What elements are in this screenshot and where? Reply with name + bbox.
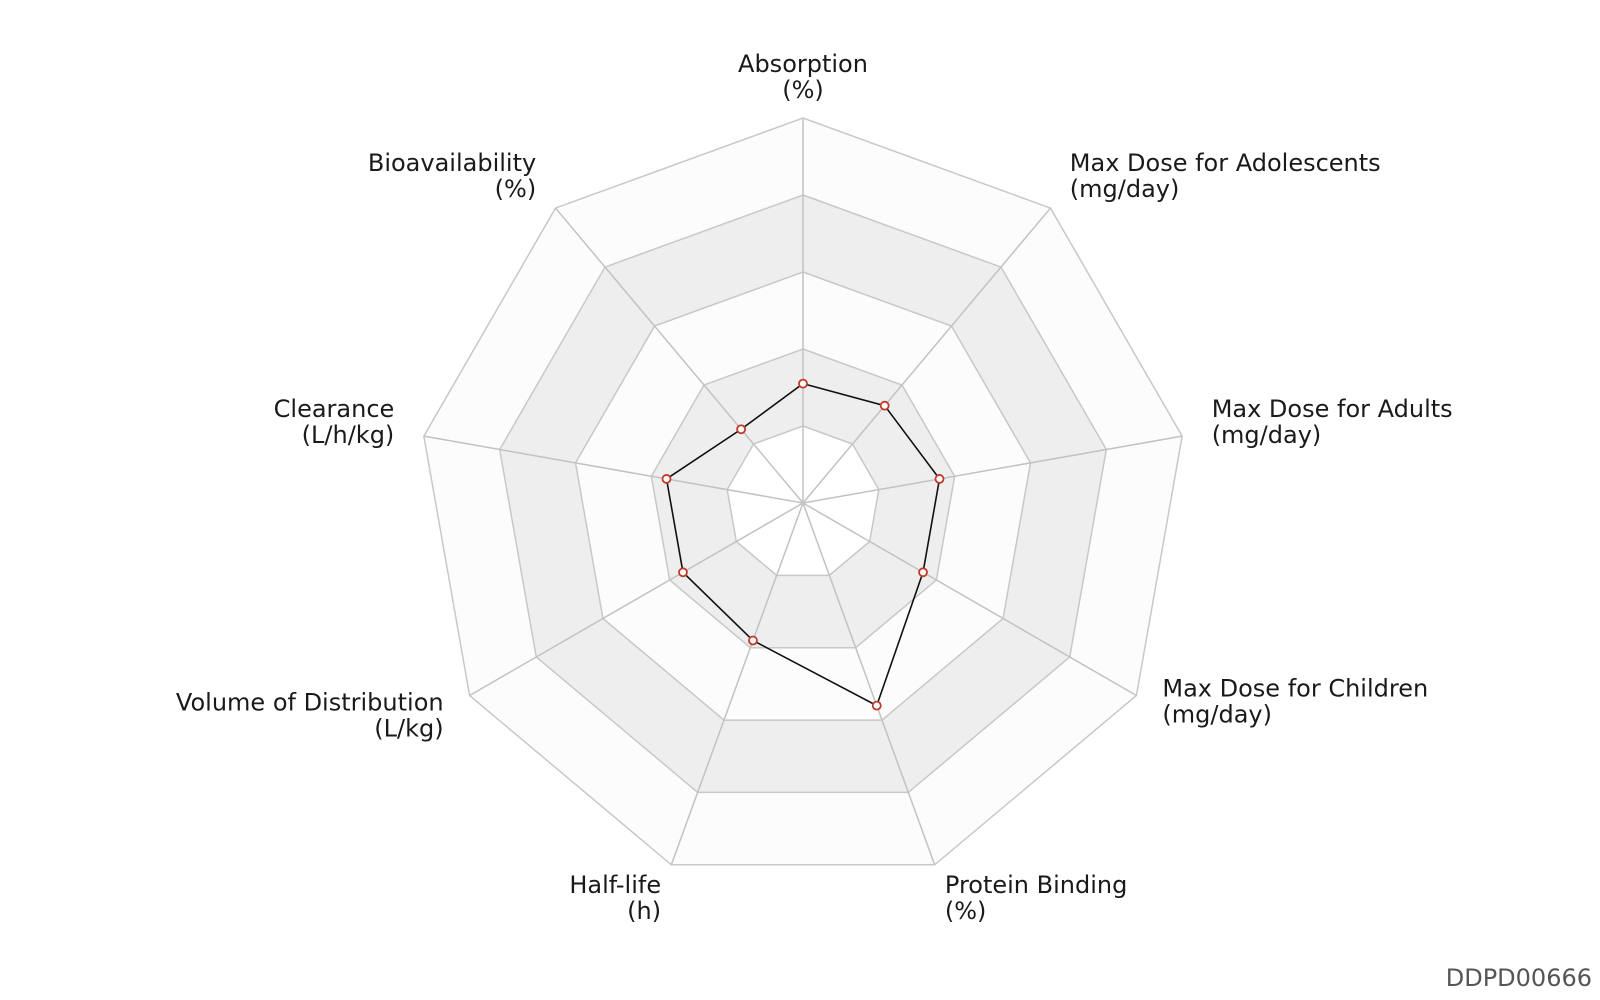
radar-ring-2 [650, 348, 956, 649]
axis-unit: (L/h/kg) [302, 421, 395, 449]
radar-spoke-7 [469, 502, 804, 697]
radar-point-9 [736, 424, 747, 435]
radar-series [661, 378, 945, 711]
radar-spoke-3 [802, 435, 1183, 504]
radar-point-6 [748, 635, 758, 646]
axis-label-9: Bioavailability (%) [368, 149, 536, 203]
axis-unit: (%) [782, 76, 824, 104]
radar-ring-4 [498, 194, 1108, 794]
radar-grid-rings [423, 117, 1183, 866]
axis-name: Protein Binding [945, 871, 1127, 899]
axis-label-4: Max Dose for Children (mg/day) [1162, 675, 1428, 729]
axis-name: Absorption [738, 50, 868, 78]
radar-ring-5 [423, 117, 1183, 866]
axis-unit: (mg/day) [1162, 701, 1272, 729]
axis-label-8: Clearance (L/h/kg) [274, 395, 395, 449]
radar-series-line [665, 382, 941, 707]
radar-spoke-8 [423, 435, 804, 504]
axis-name: Max Dose for Children [1162, 675, 1428, 703]
radar-spoke-9 [554, 207, 804, 504]
axis-label-7: Volume of Distribution (L/kg) [176, 689, 444, 743]
axis-unit: (%) [945, 897, 987, 925]
axis-name: Max Dose for Adolescents [1070, 149, 1381, 177]
axis-name: Volume of Distribution [176, 689, 444, 717]
axis-name: Max Dose for Adults [1212, 395, 1453, 423]
radar-spoke-6 [670, 502, 804, 866]
axis-unit: (h) [627, 897, 661, 925]
radar-point-2 [879, 400, 890, 411]
radar-spokes [423, 118, 1183, 866]
axis-unit: (L/kg) [374, 715, 443, 743]
radar-point-3 [934, 474, 945, 484]
axis-label-3: Max Dose for Adults (mg/day) [1212, 395, 1453, 449]
axis-unit: (mg/day) [1070, 175, 1180, 203]
axis-name: Bioavailability [368, 149, 536, 177]
axis-label-1: Absorption (%) [738, 50, 868, 104]
radar-ring-1 [726, 425, 880, 577]
axis-label-5: Protein Binding (%) [945, 871, 1127, 925]
chart-id-watermark: DDPD00666 [1445, 964, 1592, 992]
axis-label-2: Max Dose for Adolescents (mg/day) [1070, 149, 1381, 203]
radar-point-5 [871, 700, 882, 711]
radar-point-4 [918, 567, 928, 578]
radar-spoke-5 [802, 502, 936, 866]
radar-spoke-4 [802, 502, 1137, 697]
radar-point-8 [661, 474, 672, 484]
radar-point-1 [798, 378, 808, 389]
axis-label-6: Half-life (h) [569, 871, 661, 925]
radar-axis-labels: Absorption (%)Max Dose for Adolescents (mg… [176, 50, 1453, 925]
axis-unit: (%) [495, 175, 537, 203]
radar-spoke-2 [802, 207, 1052, 504]
axis-unit: (mg/day) [1212, 421, 1322, 449]
radar-point-7 [678, 567, 688, 578]
axis-name: Half-life [569, 871, 661, 899]
radar-ring-3 [574, 271, 1032, 721]
axis-name: Clearance [274, 395, 395, 423]
